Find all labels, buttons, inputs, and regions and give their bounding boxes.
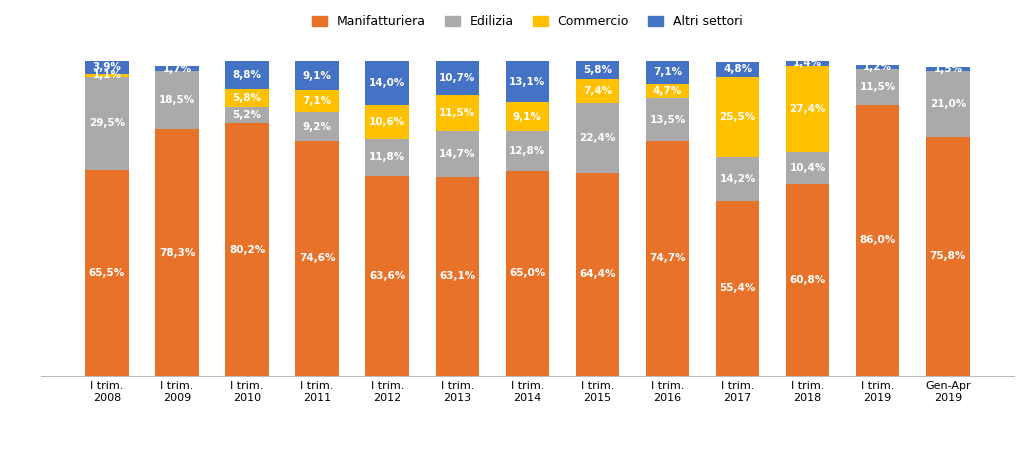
Text: 21,0%: 21,0% (930, 99, 966, 109)
Text: 7,1%: 7,1% (653, 67, 682, 77)
Text: 1,2%: 1,2% (863, 62, 892, 72)
Bar (716, 76, 760, 157)
Text: 27,4%: 27,4% (790, 104, 826, 114)
Text: 10,7%: 10,7% (439, 73, 475, 83)
Bar (716, 61, 760, 76)
Bar (856, 69, 899, 105)
Bar (85, 169, 129, 376)
Bar (506, 131, 549, 171)
Bar (156, 130, 199, 376)
Bar (506, 103, 549, 131)
Bar (716, 157, 760, 202)
Bar (435, 177, 479, 376)
Bar (295, 61, 339, 90)
Bar (295, 141, 339, 376)
Bar (575, 80, 620, 103)
Bar (435, 95, 479, 131)
Text: 11,8%: 11,8% (369, 152, 406, 162)
Bar (85, 73, 129, 77)
Bar (366, 176, 409, 376)
Text: 63,6%: 63,6% (369, 271, 406, 281)
Text: 1,5%: 1,5% (933, 64, 963, 74)
Bar (575, 173, 620, 376)
Text: 1,7%: 1,7% (163, 64, 191, 74)
Text: 75,8%: 75,8% (930, 251, 966, 262)
Legend: Manifatturiera, Edilizia, Commercio, Altri settori: Manifatturiera, Edilizia, Commercio, Alt… (307, 10, 748, 33)
Bar (435, 61, 479, 95)
Bar (295, 90, 339, 112)
Bar (506, 61, 549, 103)
Text: 9,2%: 9,2% (303, 122, 332, 131)
Text: 13,5%: 13,5% (649, 114, 686, 125)
Bar (786, 65, 829, 152)
Text: 13,1%: 13,1% (509, 77, 546, 87)
Bar (786, 61, 829, 65)
Bar (156, 71, 199, 130)
Text: 10,4%: 10,4% (790, 163, 825, 173)
Bar (366, 139, 409, 176)
Text: 14,2%: 14,2% (720, 174, 756, 184)
Bar (225, 107, 268, 124)
Text: 14,7%: 14,7% (439, 149, 475, 159)
Text: 7,1%: 7,1% (302, 96, 332, 106)
Text: 60,8%: 60,8% (790, 275, 825, 285)
Text: 4,7%: 4,7% (653, 86, 682, 96)
Text: 9,1%: 9,1% (513, 112, 542, 122)
Text: 65,0%: 65,0% (509, 268, 546, 278)
Bar (646, 98, 689, 141)
Bar (575, 103, 620, 173)
Bar (156, 66, 199, 71)
Text: 74,6%: 74,6% (299, 253, 336, 263)
Text: 64,4%: 64,4% (580, 269, 615, 279)
Bar (856, 65, 899, 69)
Bar (575, 61, 620, 80)
Bar (366, 105, 409, 139)
Text: 65,5%: 65,5% (89, 267, 125, 278)
Text: 1,4%: 1,4% (794, 59, 822, 68)
Bar (786, 152, 829, 185)
Text: 9,1%: 9,1% (303, 71, 332, 81)
Bar (716, 202, 760, 376)
Bar (295, 112, 339, 141)
Text: 29,5%: 29,5% (89, 118, 125, 128)
Bar (926, 71, 970, 137)
Bar (225, 61, 268, 89)
Bar (435, 131, 479, 177)
Text: 63,1%: 63,1% (439, 272, 475, 281)
Text: 1,1%: 1,1% (92, 70, 122, 80)
Text: 25,5%: 25,5% (720, 112, 756, 122)
Text: 5,8%: 5,8% (583, 65, 612, 76)
Bar (646, 141, 689, 376)
Text: 7,4%: 7,4% (583, 86, 612, 96)
Text: 18,5%: 18,5% (159, 95, 196, 105)
Bar (85, 77, 129, 169)
Text: 3,9%: 3,9% (92, 62, 121, 72)
Bar (926, 66, 970, 71)
Bar (366, 61, 409, 105)
Text: 55,4%: 55,4% (720, 284, 756, 294)
Bar (926, 137, 970, 376)
Text: 74,7%: 74,7% (649, 253, 686, 263)
Bar (786, 185, 829, 376)
Text: 4,8%: 4,8% (723, 64, 753, 74)
Text: 14,0%: 14,0% (369, 78, 406, 88)
Text: 11,5%: 11,5% (859, 82, 896, 92)
Text: 11,5%: 11,5% (439, 108, 475, 118)
Bar (506, 171, 549, 376)
Text: 5,2%: 5,2% (232, 110, 261, 120)
Bar (646, 83, 689, 98)
Text: 86,0%: 86,0% (859, 235, 896, 245)
Text: 80,2%: 80,2% (229, 245, 265, 255)
Text: 12,8%: 12,8% (509, 146, 546, 156)
Bar (856, 105, 899, 376)
Text: 22,4%: 22,4% (580, 133, 615, 143)
Bar (225, 124, 268, 376)
Text: 10,6%: 10,6% (369, 117, 406, 127)
Text: 5,8%: 5,8% (232, 93, 261, 103)
Bar (225, 89, 268, 107)
Text: 8,8%: 8,8% (232, 70, 261, 80)
Text: 78,3%: 78,3% (159, 247, 196, 257)
Bar (85, 61, 129, 73)
Bar (646, 61, 689, 83)
